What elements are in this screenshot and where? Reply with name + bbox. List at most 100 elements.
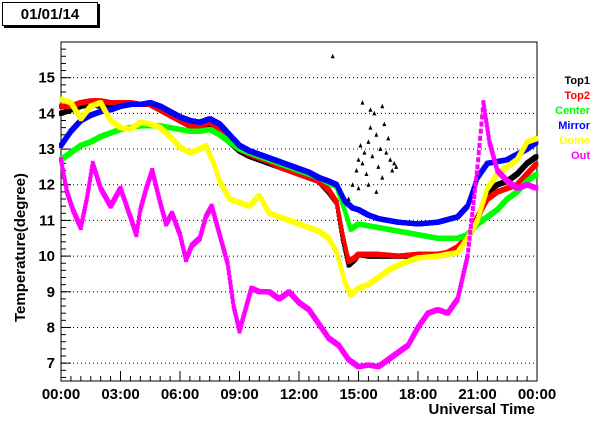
- data-point: [464, 259, 469, 265]
- data-point: [338, 221, 343, 227]
- data-point: [345, 253, 350, 259]
- legend-entry-dome: Dome: [559, 135, 590, 147]
- data-point: [461, 270, 466, 276]
- x-axis-title: Universal Time: [429, 401, 535, 418]
- data-point: [231, 303, 236, 309]
- data-point: [157, 197, 162, 203]
- legend-entry-mirror: Mirror: [558, 120, 591, 132]
- data-point: [337, 217, 342, 223]
- data-point: [368, 107, 373, 112]
- data-point: [386, 135, 391, 141]
- data-point: [460, 273, 465, 279]
- data-point: [458, 282, 463, 288]
- data-point: [226, 265, 231, 271]
- y-tick-label: 15: [38, 70, 55, 87]
- data-point: [472, 188, 477, 194]
- data-point: [457, 287, 462, 293]
- x-tick-label: 12:00: [280, 386, 318, 403]
- data-point: [62, 178, 67, 184]
- data-point: [181, 246, 186, 252]
- data-point: [481, 100, 486, 106]
- data-point: [462, 267, 467, 273]
- data-point: [374, 189, 379, 194]
- data-point: [156, 192, 161, 198]
- data-point: [384, 150, 389, 155]
- data-point: [230, 294, 235, 300]
- data-point: [89, 168, 94, 174]
- chart-title: 01/01/14: [2, 2, 98, 26]
- data-point: [137, 211, 142, 217]
- data-point: [88, 176, 93, 182]
- data-point: [59, 157, 63, 163]
- data-point: [380, 175, 385, 180]
- data-point: [134, 232, 139, 238]
- data-point: [470, 211, 475, 217]
- data-point: [330, 53, 335, 59]
- data-point: [178, 234, 183, 240]
- data-point: [388, 157, 393, 162]
- y-tick-label: 8: [47, 319, 55, 336]
- data-point: [462, 265, 467, 271]
- data-point: [84, 196, 89, 202]
- legend-entry-top1: Top1: [565, 75, 590, 87]
- data-point: [341, 235, 346, 241]
- data-point: [228, 279, 233, 285]
- data-point: [392, 160, 397, 166]
- data-point: [228, 284, 233, 290]
- legend-entry-top2: Top2: [565, 90, 590, 102]
- data-point: [84, 199, 89, 205]
- data-point: [356, 185, 361, 191]
- data-point: [336, 210, 341, 216]
- data-point: [229, 289, 234, 295]
- data-point: [463, 262, 468, 268]
- data-point: [366, 139, 371, 144]
- data-point: [152, 178, 157, 184]
- data-point: [376, 164, 381, 169]
- data-point: [460, 276, 465, 282]
- series-mirror: [59, 100, 539, 227]
- data-point: [88, 172, 93, 178]
- data-point: [334, 200, 339, 206]
- data-point: [59, 160, 64, 166]
- data-point: [153, 181, 158, 187]
- data-point: [60, 164, 65, 170]
- data-point: [336, 207, 341, 213]
- y-axis-title: Temperature(degree): [12, 173, 29, 322]
- axis-ticks: 7 8 9 10 11 12 13 14 15 00:00 03:00 06:00 09:00 12:00…: [38, 41, 556, 403]
- data-point: [234, 317, 239, 323]
- legend-entry-center: Center: [555, 105, 591, 117]
- data-point: [87, 180, 92, 186]
- data-point: [482, 108, 487, 114]
- data-point: [339, 228, 344, 234]
- data-point: [80, 218, 85, 224]
- data-point: [368, 125, 373, 130]
- data-point: [484, 121, 489, 127]
- data-point: [152, 175, 157, 181]
- data-point: [86, 184, 91, 190]
- data-point: [456, 290, 461, 296]
- data-point: [62, 175, 67, 181]
- data-point: [81, 212, 86, 218]
- data-point: [83, 202, 88, 208]
- data-point: [232, 309, 237, 315]
- legend-entry-out: Out: [571, 150, 590, 162]
- y-tick-label: 10: [38, 248, 55, 265]
- data-point: [476, 150, 481, 156]
- data-point: [356, 157, 361, 162]
- data-point: [478, 128, 483, 134]
- data-point: [485, 126, 490, 132]
- data-point: [150, 167, 155, 173]
- data-point: [483, 113, 488, 119]
- data-point: [456, 293, 461, 299]
- data-point: [394, 164, 399, 169]
- data-point: [486, 130, 491, 136]
- data-point: [455, 296, 460, 302]
- data-point: [479, 121, 484, 127]
- x-tick-label: 00:00: [42, 386, 80, 403]
- data-point: [362, 150, 367, 155]
- data-point: [484, 117, 489, 123]
- data-point: [472, 194, 477, 200]
- data-point: [360, 100, 365, 105]
- data-point: [85, 192, 90, 198]
